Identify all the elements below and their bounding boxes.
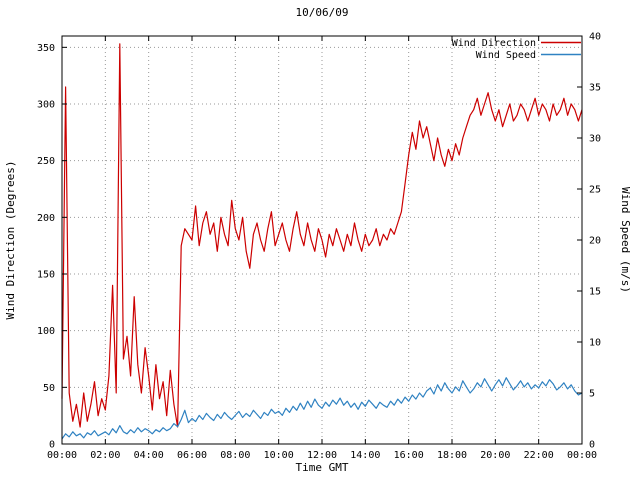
series-line-wind-speed bbox=[61, 377, 583, 440]
right-tick-label: 35 bbox=[589, 83, 601, 94]
right-tick-label: 0 bbox=[589, 440, 595, 451]
left-tick-label: 50 bbox=[43, 383, 55, 394]
left-tick-label: 350 bbox=[37, 43, 55, 54]
x-tick-label: 12:00 bbox=[307, 450, 337, 461]
right-tick-label: 20 bbox=[589, 236, 601, 247]
x-tick-label: 20:00 bbox=[480, 450, 510, 461]
left-tick-label: 300 bbox=[37, 100, 55, 111]
left-tick-label: 150 bbox=[37, 270, 55, 281]
x-tick-label: 10:00 bbox=[264, 450, 294, 461]
left-axis-label: Wind Direction (Degrees) bbox=[4, 161, 17, 320]
x-tick-label: 18:00 bbox=[437, 450, 467, 461]
chart-title: 10/06/09 bbox=[296, 6, 349, 19]
x-tick-label: 00:00 bbox=[567, 450, 597, 461]
left-tick-label: 0 bbox=[49, 440, 55, 451]
right-tick-label: 25 bbox=[589, 185, 601, 196]
left-tick-label: 250 bbox=[37, 156, 55, 167]
series-layer bbox=[61, 43, 583, 440]
x-tick-label: 02:00 bbox=[90, 450, 120, 461]
x-axis-label: Time GMT bbox=[296, 461, 349, 474]
x-tick-label: 14:00 bbox=[350, 450, 380, 461]
x-tick-label: 04:00 bbox=[134, 450, 164, 461]
series-line-wind-direction bbox=[61, 43, 583, 428]
legend-wind-direction-label: Wind Direction bbox=[452, 38, 536, 49]
right-tick-label: 30 bbox=[589, 134, 601, 145]
right-axis-label: Wind Speed (m/s) bbox=[619, 187, 632, 293]
axis-layer: 0 50 100 150 200 250 300 350 0 5 10 15 20 25 30 35 40 00:… bbox=[37, 32, 601, 462]
x-tick-label: 06:00 bbox=[177, 450, 207, 461]
right-tick-label: 15 bbox=[589, 287, 601, 298]
x-tick-label: 16:00 bbox=[394, 450, 424, 461]
x-tick-label: 00:00 bbox=[47, 450, 77, 461]
left-tick-label: 100 bbox=[37, 326, 55, 337]
right-tick-label: 5 bbox=[589, 389, 595, 400]
legend-wind-speed-label: Wind Speed bbox=[476, 50, 536, 61]
right-tick-label: 40 bbox=[589, 32, 601, 43]
x-tick-label: 08:00 bbox=[220, 450, 250, 461]
x-tick-label: 22:00 bbox=[524, 450, 554, 461]
left-tick-label: 200 bbox=[37, 213, 55, 224]
right-tick-label: 10 bbox=[589, 338, 601, 349]
legend: Wind Direction Wind Speed bbox=[452, 38, 581, 61]
